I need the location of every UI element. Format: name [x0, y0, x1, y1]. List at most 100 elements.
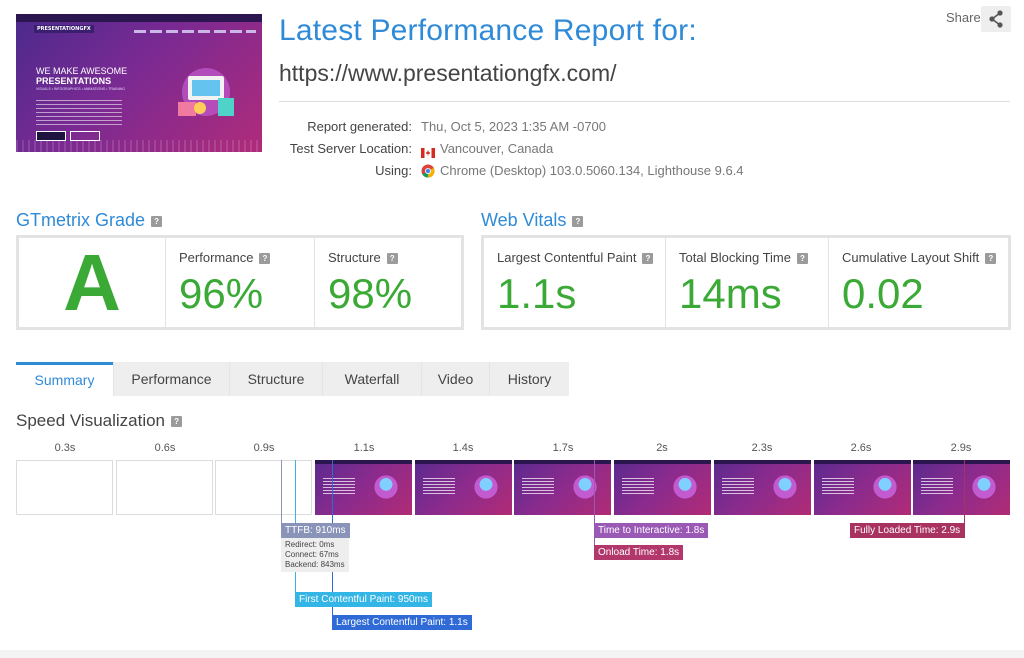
help-icon[interactable]: ?: [985, 253, 997, 265]
tab-summary[interactable]: Summary: [16, 362, 113, 396]
cls-label-text: Cumulative Layout Shift: [842, 250, 980, 265]
cls-value: 0.02: [842, 270, 924, 317]
tab-performance[interactable]: Performance: [113, 362, 229, 396]
structure-score-cell: Structure? 98%: [315, 238, 461, 327]
tab-video[interactable]: Video: [421, 362, 489, 396]
tab-waterfall[interactable]: Waterfall: [322, 362, 421, 396]
gtmetrix-grade-title: GTmetrix Grade: [16, 210, 146, 230]
ttfb-redirect: Redirect: 0ms: [285, 540, 335, 549]
performance-score-label-text: Performance: [179, 250, 254, 265]
fully-loaded-marker-label: Fully Loaded Time: 2.9s: [850, 523, 965, 538]
filmstrip-frame-blank[interactable]: [116, 460, 213, 515]
thumbnail-button-primary: [36, 131, 66, 141]
vitals-divider: [828, 238, 829, 327]
cls-cell: Cumulative Layout Shift? 0.02: [829, 238, 1008, 327]
onload-marker-label: Onload Time: 1.8s: [594, 545, 684, 560]
timeline-tick: 1.1s: [353, 442, 375, 454]
structure-score-label: Structure?: [328, 250, 398, 265]
filmstrip-frame[interactable]: [913, 460, 1010, 515]
ttfb-breakdown: Redirect: 0ms Connect: 67ms Backend: 843…: [281, 538, 349, 572]
ttfb-marker-line: [281, 460, 282, 545]
fully-loaded-marker-line: [964, 460, 965, 538]
fcp-marker-label: First Contentful Paint: 950ms: [295, 592, 432, 607]
site-screenshot-thumbnail: PRESENTATIONGFX WE MAKE AWESOME PRESENTA…: [16, 14, 262, 152]
filmstrip-frame[interactable]: [315, 460, 412, 515]
filmstrip-frame-blank[interactable]: [215, 460, 312, 515]
help-icon[interactable]: ?: [151, 215, 163, 227]
lcp-marker-label: Largest Contentful Paint: 1.1s: [332, 615, 472, 630]
lcp-label-text: Largest Contentful Paint: [497, 250, 637, 265]
lcp-value: 1.1s: [497, 270, 577, 317]
help-icon[interactable]: ?: [259, 253, 271, 265]
ttfb-backend: Backend: 843ms: [285, 560, 345, 569]
speed-visualization-title: Speed Visualization: [16, 411, 166, 430]
filmstrip-frame[interactable]: [514, 460, 611, 515]
tab-history[interactable]: History: [489, 362, 569, 396]
speed-visualization-heading: Speed Visualization?: [16, 411, 183, 431]
thumbnail-hero-line2: PRESENTATIONS: [36, 76, 112, 86]
tab-structure[interactable]: Structure: [229, 362, 322, 396]
filmstrip-frame[interactable]: [614, 460, 711, 515]
share-button[interactable]: [981, 6, 1011, 32]
performance-score-value: 96%: [179, 270, 264, 317]
timeline-tick: 1.4s: [452, 442, 474, 454]
filmstrip-illustration: [671, 474, 699, 500]
ttfb-connect: Connect: 67ms: [285, 550, 339, 559]
gtmetrix-grade-panel: A Performance? 96% Structure? 98%: [16, 235, 464, 330]
filmstrip-illustration: [970, 474, 998, 500]
thumbnail-footer-pattern: [16, 140, 262, 152]
server-location-value: Vancouver, Canada: [440, 141, 554, 156]
header-divider: [279, 101, 1010, 102]
server-location-label: Test Server Location:: [289, 141, 412, 156]
thumbnail-hero-line1: WE MAKE AWESOME: [36, 66, 128, 76]
thumbnail-hero-line3: VISUALS • INFOGRAPHICS • ANIMATIONS • TR…: [36, 87, 125, 91]
performance-score-cell: Performance? 96%: [166, 238, 314, 327]
structure-score-label-text: Structure: [328, 250, 381, 265]
share-icon: [989, 10, 1003, 28]
vitals-divider: [665, 238, 666, 327]
thumbnail-button-secondary: [70, 131, 100, 141]
filmstrip-illustration: [472, 474, 500, 500]
ttfb-marker-label: TTFB: 910ms: [281, 523, 350, 538]
help-icon[interactable]: ?: [572, 215, 584, 227]
page-bottom-bar: [0, 650, 1024, 658]
using-label: Using:: [375, 163, 412, 178]
help-icon[interactable]: ?: [386, 253, 398, 265]
web-vitals-heading: Web Vitals?: [481, 210, 584, 231]
help-icon[interactable]: ?: [797, 253, 808, 265]
filmstrip-frame[interactable]: [714, 460, 811, 515]
lcp-label: Largest Contentful Paint?: [497, 250, 654, 265]
timeline-tick: 0.6s: [154, 442, 176, 454]
gtmetrix-grade-heading: GTmetrix Grade?: [16, 210, 163, 231]
performance-score-label: Performance?: [179, 250, 271, 265]
tbt-label-text: Total Blocking Time: [679, 250, 791, 265]
filmstrip-frame-blank[interactable]: [16, 460, 113, 515]
filmstrip-frame[interactable]: [415, 460, 512, 515]
thumbnail-paragraph: [36, 100, 122, 126]
tbt-label: Total Blocking Time?: [679, 250, 808, 265]
help-icon[interactable]: ?: [171, 416, 183, 428]
chrome-icon: [421, 163, 435, 178]
timeline-tick: 2.3s: [751, 442, 773, 454]
thumbnail-topbar: [16, 14, 262, 22]
thumbnail-nav: [134, 30, 256, 33]
report-generated-value: Thu, Oct 5, 2023 1:35 AM -0700: [421, 119, 607, 134]
grade-divider: [165, 238, 166, 327]
web-vitals-panel: Largest Contentful Paint? 1.1s Total Blo…: [481, 235, 1011, 330]
cls-label: Cumulative Layout Shift?: [842, 250, 997, 265]
grade-letter: A: [63, 238, 121, 327]
tbt-cell: Total Blocking Time? 14ms: [666, 238, 828, 327]
filmstrip-frame[interactable]: [814, 460, 911, 515]
thumbnail-logo: PRESENTATIONGFX: [34, 25, 94, 33]
timeline-tick: 0.9s: [253, 442, 275, 454]
tested-url[interactable]: https://www.presentationgfx.com/: [279, 60, 617, 86]
timeline-tick: 1.7s: [552, 442, 574, 454]
thumbnail-hero: WE MAKE AWESOME PRESENTATIONS VISUALS • …: [36, 66, 127, 91]
tti-marker-label: Time to Interactive: 1.8s: [594, 523, 709, 538]
help-icon[interactable]: ?: [642, 253, 654, 265]
structure-score-value: 98%: [328, 270, 413, 317]
canada-flag-icon: [421, 143, 435, 158]
share-label[interactable]: Share: [946, 10, 981, 25]
filmstrip-illustration: [871, 474, 899, 500]
thumbnail-illustration: [178, 68, 234, 116]
